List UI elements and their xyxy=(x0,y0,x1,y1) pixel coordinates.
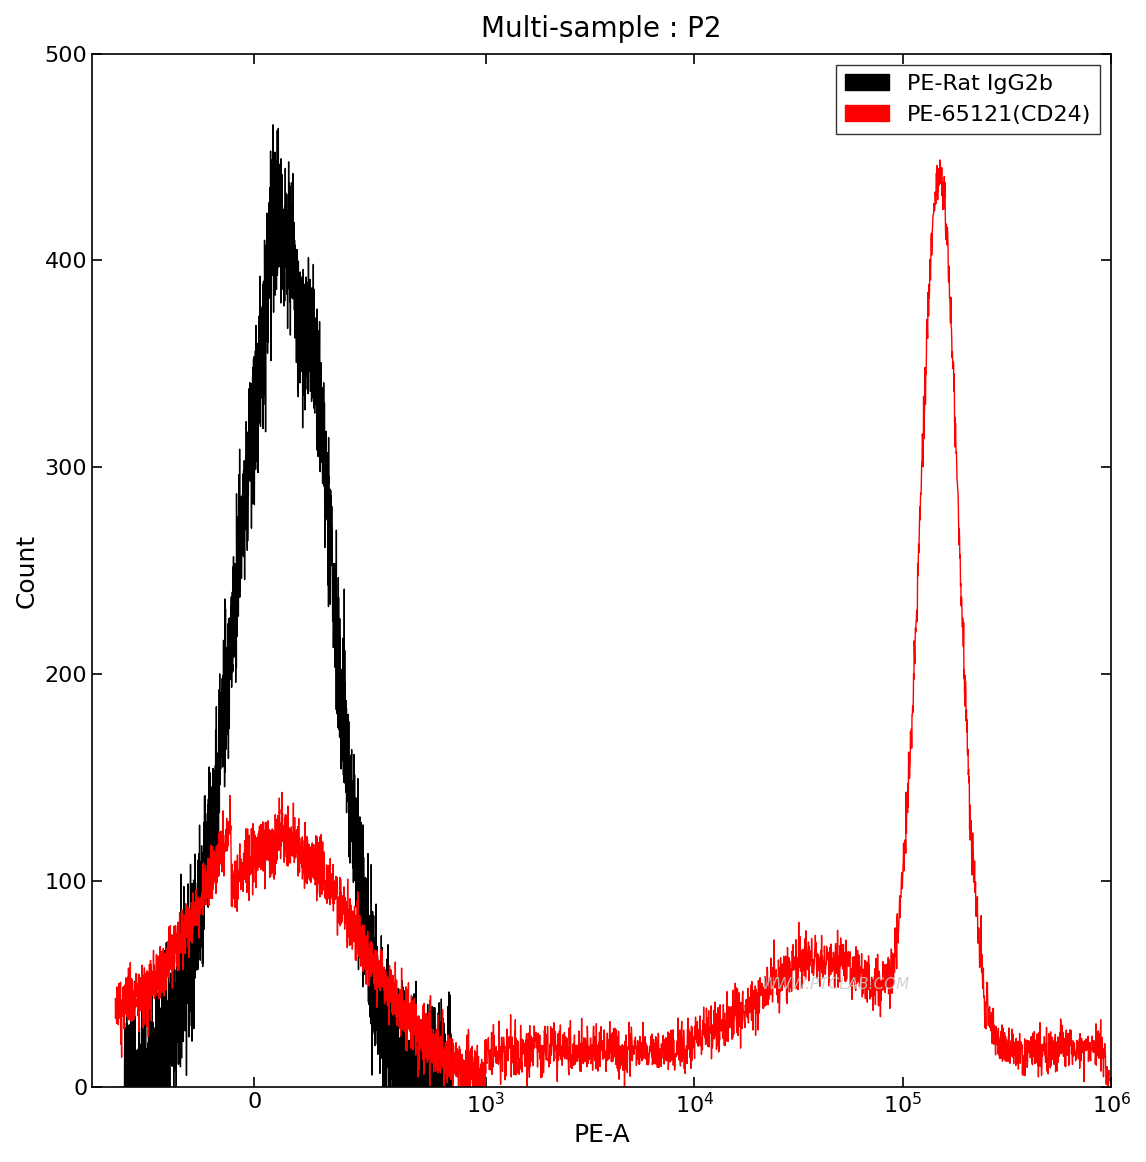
Title: Multi-sample : P2: Multi-sample : P2 xyxy=(481,15,722,43)
X-axis label: PE-A: PE-A xyxy=(573,1122,630,1147)
Legend: PE-Rat IgG2b, PE-65121(CD24): PE-Rat IgG2b, PE-65121(CD24) xyxy=(835,65,1100,134)
Y-axis label: Count: Count xyxy=(15,533,39,608)
Text: WWW.PTCLAB.COM: WWW.PTCLAB.COM xyxy=(762,976,910,991)
